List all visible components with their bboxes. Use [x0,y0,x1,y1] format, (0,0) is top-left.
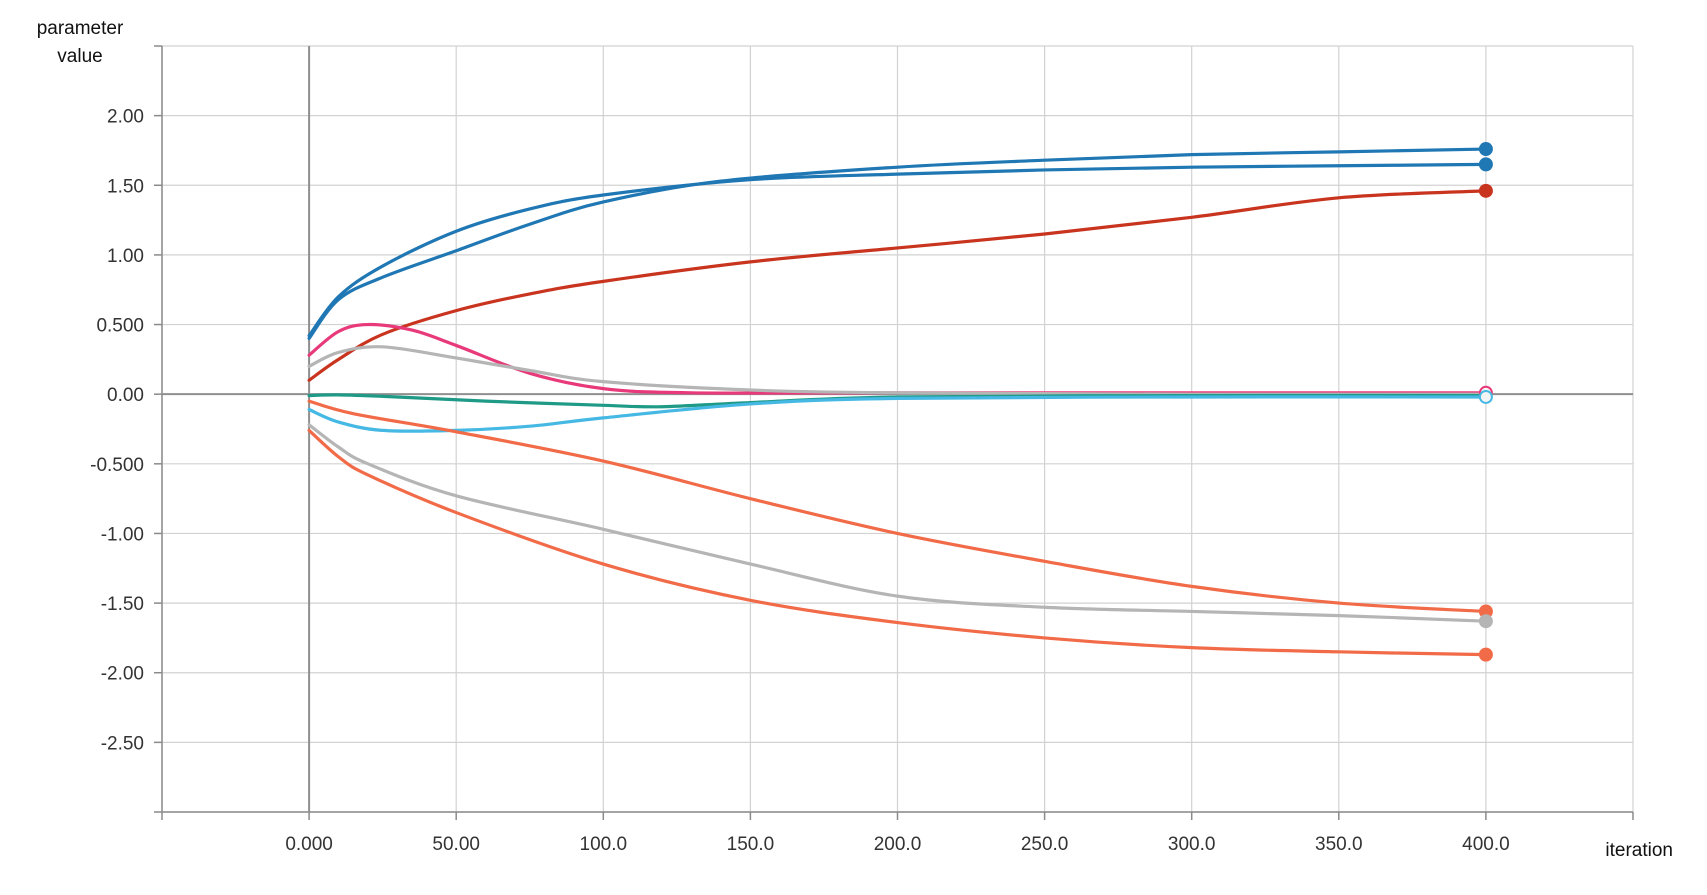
y-axis-title-line1: parameter [37,18,124,39]
y-tick-label: -2.00 [101,664,144,685]
series-line-9 [307,423,1488,623]
x-tick-label: 100.0 [580,834,628,855]
x-tick-label: 200.0 [874,834,922,855]
series-end-marker-1 [1478,157,1493,172]
x-axis-title: iteration [1605,840,1673,861]
x-tick-label: 300.0 [1168,834,1216,855]
x-tick-label: 250.0 [1021,834,1069,855]
tick-labels: 0.000 50.00 100.0 150.0 200.0 250.0 300.0 350.0… [90,107,1510,855]
y-tick-label: -0.500 [90,455,144,476]
x-tick-label: 150.0 [727,834,775,855]
y-tick-label: -1.50 [101,594,144,615]
y-tick-label: 0.00 [107,385,144,406]
x-tick-label: 50.00 [432,834,480,855]
y-axis-title-line2: value [57,46,102,67]
x-tick-label: 400.0 [1462,834,1510,855]
y-tick-label: 2.00 [107,107,144,128]
series-line-7 [307,395,1488,433]
y-tick-label: 1.50 [107,176,144,197]
axes [154,45,1634,820]
series-line-1 [307,162,1488,338]
y-tick-label: -1.00 [101,524,144,545]
end-markers [1478,142,1493,662]
y-tick-label: 1.00 [107,246,144,267]
series-line-2 [307,147,1488,341]
series-end-marker-7 [1478,389,1493,404]
x-tick-label: 0.000 [285,834,333,855]
series-end-marker-2 [1478,142,1493,157]
y-tick-label: 0.500 [96,316,144,337]
series-lines [307,147,1488,657]
series-end-marker-8 [1478,604,1493,619]
series-end-marker-3 [1478,183,1493,198]
series-line-10 [307,428,1488,657]
series-end-marker-10 [1478,647,1493,662]
y-tick-label: -2.50 [101,733,144,754]
series-end-marker-9 [1478,614,1493,629]
series-line-3 [307,189,1488,382]
x-tick-label: 350.0 [1315,834,1363,855]
series-line-8 [307,399,1488,614]
